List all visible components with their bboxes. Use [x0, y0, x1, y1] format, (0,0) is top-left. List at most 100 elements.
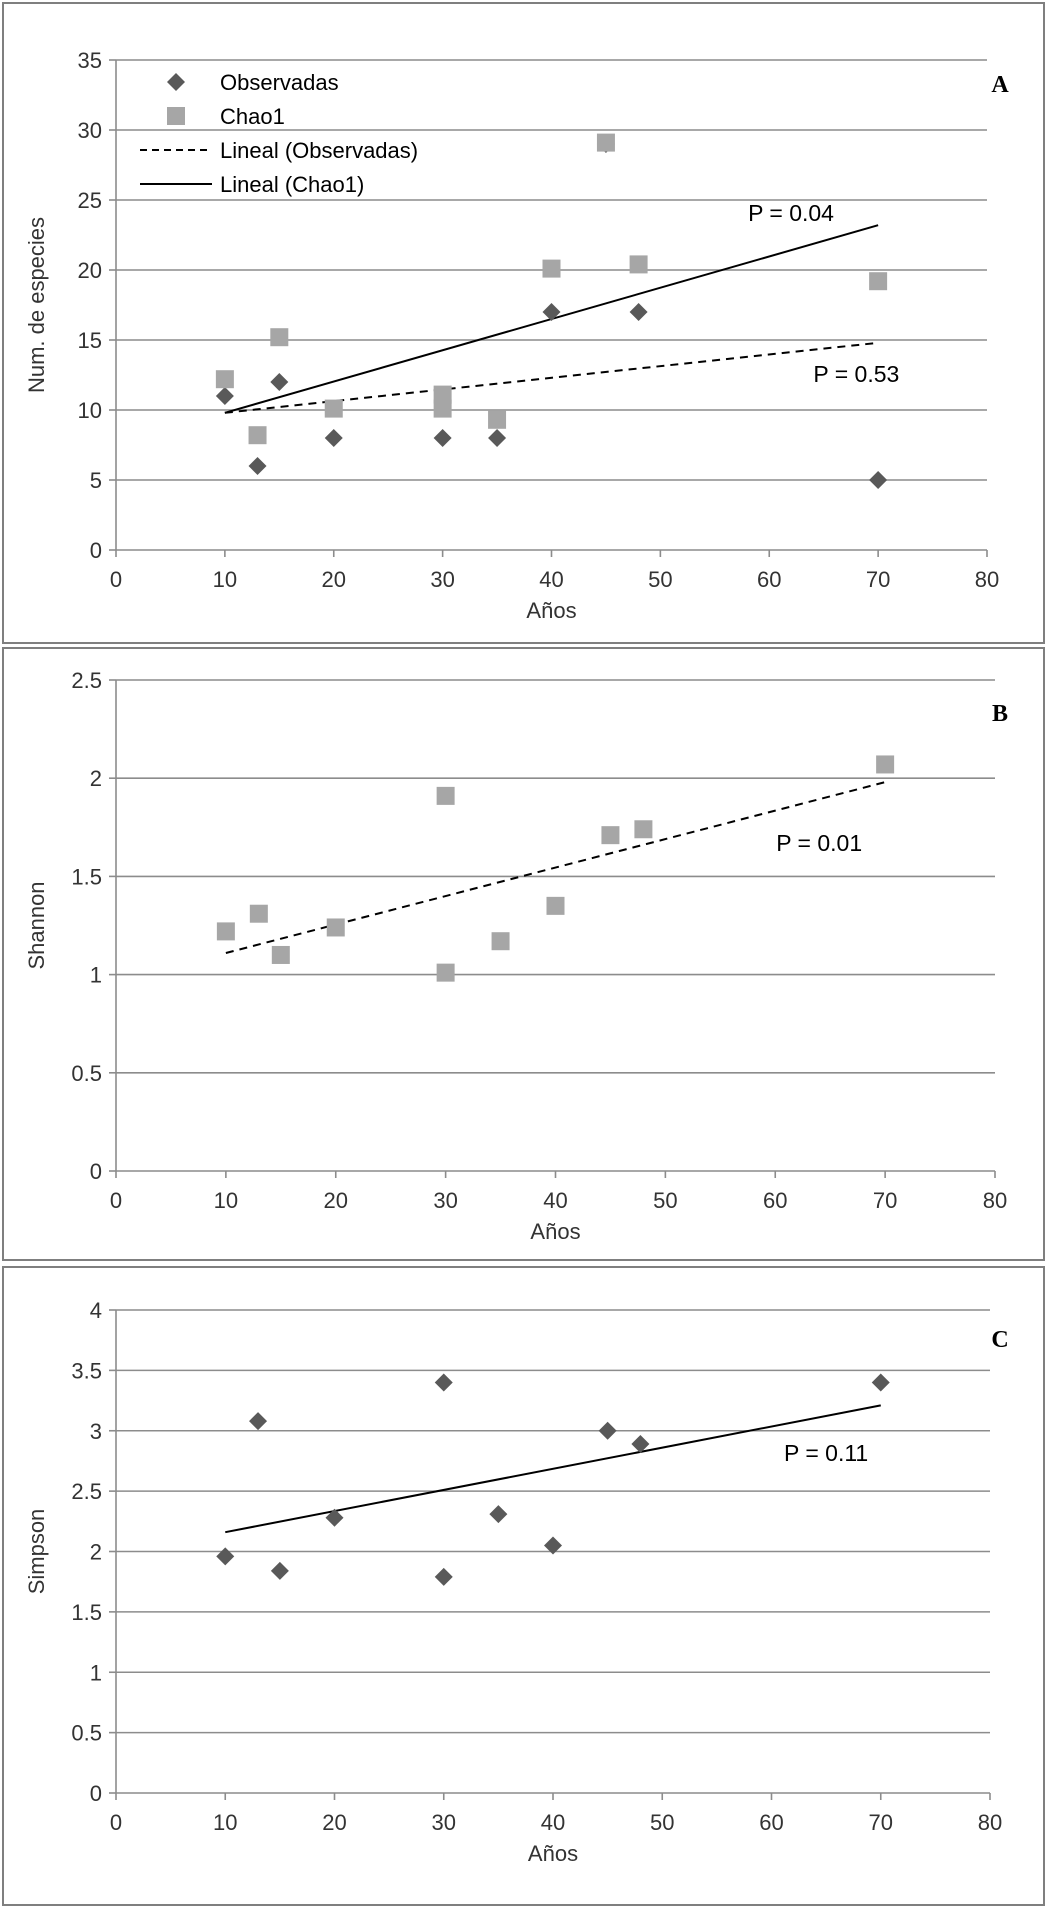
x-tick-label: 70 — [873, 1188, 897, 1213]
data-point — [631, 1435, 650, 1454]
y-tick-label: 3 — [90, 1419, 102, 1444]
y-tick-label: 35 — [78, 48, 102, 73]
panel-frame — [2, 2, 1045, 644]
data-point — [249, 904, 268, 923]
data-point — [249, 1412, 268, 1431]
data-point — [433, 429, 452, 447]
data-point — [542, 303, 561, 321]
data-point — [433, 399, 452, 418]
data-point — [248, 457, 267, 475]
y-tick-label: 25 — [78, 188, 102, 213]
data-point — [215, 387, 234, 405]
chart-panel-A: 0 5 10 15 20 25 30 35 0 10 20 30 40 50 60 70 80 Años Num. … — [2, 2, 1045, 644]
x-tick-label: 10 — [214, 1188, 238, 1213]
legend-label: Lineal (Chao1) — [220, 172, 364, 197]
x-tick-label: 80 — [983, 1188, 1007, 1213]
x-tick-label: 30 — [433, 1188, 457, 1213]
x-tick-label: 80 — [978, 1810, 1002, 1835]
data-point — [271, 945, 290, 964]
data-point — [491, 932, 510, 951]
data-point — [601, 826, 620, 845]
x-tick-label: 10 — [213, 1810, 237, 1835]
panel-label: A — [991, 72, 1009, 98]
data-point — [869, 471, 888, 489]
data-point — [629, 255, 648, 274]
data-point — [248, 426, 267, 445]
legend-marker-square — [167, 107, 185, 125]
y-tick-label: 2 — [90, 766, 102, 791]
y-tick-label: 5 — [90, 468, 102, 493]
data-point — [324, 429, 343, 447]
data-point — [433, 385, 452, 404]
legend-label: Chao1 — [220, 104, 285, 129]
data-point — [871, 1373, 890, 1392]
x-tick-label: 0 — [110, 1810, 122, 1835]
x-tick-label: 80 — [975, 567, 999, 592]
data-point — [546, 896, 565, 915]
data-point — [634, 820, 653, 839]
x-tick-label: 0 — [110, 1188, 122, 1213]
y-tick-label: 0 — [90, 538, 102, 563]
x-tick-label: 40 — [541, 1810, 565, 1835]
y-tick-label: 15 — [78, 328, 102, 353]
legend-label: Lineal (Observadas) — [220, 138, 418, 163]
data-point — [869, 272, 888, 291]
data-point — [436, 786, 455, 805]
p-value-label: P = 0.01 — [776, 830, 862, 856]
x-axis-title: Años — [530, 1219, 580, 1244]
y-tick-label: 0 — [90, 1159, 102, 1184]
y-tick-label: 30 — [78, 118, 102, 143]
x-tick-label: 70 — [869, 1810, 893, 1835]
x-tick-label: 10 — [213, 567, 237, 592]
data-point — [326, 918, 345, 937]
y-axis-title: Shannon — [24, 881, 49, 969]
x-tick-label: 20 — [324, 1188, 348, 1213]
y-tick-label: 1 — [90, 963, 102, 988]
y-axis-title: Num. de especies — [24, 217, 49, 393]
y-tick-label: 20 — [78, 258, 102, 283]
chart-panel-B: 0 0.5 1 1.5 2 2.5 0 10 20 30 40 50 60 70 80 Años Shannon… — [2, 647, 1045, 1261]
y-tick-label: 1.5 — [71, 1600, 102, 1625]
data-point — [542, 259, 561, 278]
x-tick-label: 0 — [110, 567, 122, 592]
panel-label: C — [991, 1327, 1008, 1353]
data-point — [434, 1567, 453, 1586]
chart-panel-C: 00.511.522.533.540 10 20 30 40 50 60 70 80AñosSi… — [2, 1266, 1045, 1906]
panel-frame — [2, 647, 1045, 1261]
y-tick-label: 0.5 — [71, 1061, 102, 1086]
trendline-dashed — [224, 341, 879, 414]
data-point — [436, 963, 455, 982]
data-point — [270, 1561, 289, 1580]
data-point — [324, 399, 343, 418]
data-point — [876, 755, 895, 774]
panel-frame — [2, 1266, 1045, 1906]
y-tick-label: 2.5 — [71, 668, 102, 693]
y-tick-label: 3.5 — [71, 1358, 102, 1383]
p-value-label: P = 0.11 — [784, 1440, 868, 1466]
data-point — [629, 303, 648, 321]
data-point — [325, 1508, 344, 1527]
x-tick-label: 60 — [759, 1810, 783, 1835]
data-point — [216, 1547, 235, 1566]
y-tick-label: 2.5 — [71, 1479, 102, 1504]
y-tick-label: 0 — [90, 1781, 102, 1806]
data-point — [596, 133, 615, 152]
panel-label: B — [992, 701, 1008, 727]
x-tick-label: 50 — [650, 1810, 674, 1835]
x-tick-label: 60 — [763, 1188, 787, 1213]
x-tick-label: 60 — [757, 567, 781, 592]
x-tick-label: 40 — [543, 1188, 567, 1213]
data-point — [434, 1373, 453, 1392]
x-tick-label: 70 — [866, 567, 890, 592]
data-point — [270, 373, 289, 391]
p-value-label: P = 0.04 — [748, 200, 834, 226]
data-point — [270, 328, 289, 347]
y-tick-label: 4 — [90, 1298, 102, 1323]
legend-marker-diamond — [167, 73, 185, 91]
data-point — [488, 410, 507, 429]
legend-label: Observadas — [220, 70, 339, 95]
x-tick-label: 40 — [539, 567, 563, 592]
x-axis-title: Años — [526, 598, 576, 623]
